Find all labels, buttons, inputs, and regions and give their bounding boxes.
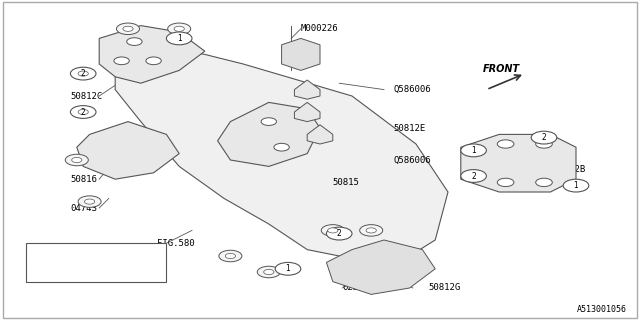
Circle shape [72, 157, 82, 163]
Text: 0238S*B: 0238S*B [62, 268, 100, 276]
Circle shape [127, 38, 142, 45]
Text: 2: 2 [471, 172, 476, 180]
Text: M060004: M060004 [62, 248, 100, 257]
Circle shape [366, 228, 376, 233]
Text: 2: 2 [37, 268, 42, 276]
Circle shape [321, 225, 344, 236]
Circle shape [70, 67, 96, 80]
Text: 2: 2 [337, 229, 342, 238]
Circle shape [536, 178, 552, 187]
Circle shape [360, 225, 383, 236]
Circle shape [123, 26, 133, 31]
Circle shape [116, 23, 140, 35]
Text: 2: 2 [81, 108, 86, 116]
Circle shape [264, 269, 274, 275]
Circle shape [84, 199, 95, 204]
Circle shape [563, 179, 589, 192]
Text: 1: 1 [37, 248, 42, 257]
Text: 50813D: 50813D [480, 165, 512, 174]
Text: 1: 1 [177, 34, 182, 43]
Text: M000226: M000226 [301, 24, 339, 33]
Circle shape [72, 68, 95, 79]
Circle shape [78, 109, 88, 115]
Text: 50812C: 50812C [70, 92, 102, 100]
Text: 0238S*A: 0238S*A [342, 284, 380, 292]
Circle shape [146, 57, 161, 65]
Circle shape [274, 143, 289, 151]
Polygon shape [99, 26, 205, 83]
Circle shape [28, 247, 51, 259]
Circle shape [219, 250, 242, 262]
Circle shape [326, 227, 352, 240]
Circle shape [261, 118, 276, 125]
Text: 1: 1 [285, 264, 291, 273]
Circle shape [72, 106, 95, 118]
Circle shape [497, 178, 514, 187]
Circle shape [70, 106, 96, 118]
Text: FRONT: FRONT [483, 64, 520, 74]
Text: 2: 2 [81, 69, 86, 78]
Text: 50812E: 50812E [394, 124, 426, 132]
Circle shape [166, 32, 192, 45]
Text: 50812B: 50812B [554, 165, 586, 174]
Text: A513001056: A513001056 [577, 305, 627, 314]
Text: Q586006: Q586006 [394, 156, 431, 164]
Text: 50812G: 50812G [429, 284, 461, 292]
Text: 1: 1 [471, 146, 476, 155]
Text: 0474S: 0474S [70, 204, 97, 212]
Polygon shape [77, 122, 179, 179]
Text: 2: 2 [541, 133, 547, 142]
Text: Q586006: Q586006 [394, 85, 431, 94]
Circle shape [531, 131, 557, 144]
Circle shape [78, 196, 101, 207]
Text: FIG.580: FIG.580 [157, 239, 195, 248]
Text: 50815: 50815 [333, 178, 360, 187]
Circle shape [225, 253, 236, 259]
Circle shape [114, 57, 129, 65]
Polygon shape [282, 38, 320, 70]
Polygon shape [307, 125, 333, 144]
Circle shape [328, 228, 338, 233]
Polygon shape [294, 80, 320, 99]
Circle shape [497, 140, 514, 148]
Polygon shape [115, 48, 448, 262]
Circle shape [275, 262, 301, 275]
Polygon shape [326, 240, 435, 294]
Circle shape [174, 26, 184, 31]
Circle shape [65, 154, 88, 166]
Circle shape [536, 140, 552, 148]
Circle shape [78, 71, 88, 76]
FancyBboxPatch shape [26, 243, 166, 282]
Circle shape [28, 266, 51, 278]
Circle shape [168, 23, 191, 35]
Text: 1: 1 [573, 181, 579, 190]
Polygon shape [218, 102, 320, 166]
Polygon shape [294, 102, 320, 122]
Circle shape [461, 170, 486, 182]
Polygon shape [461, 134, 576, 192]
Circle shape [257, 266, 280, 278]
Text: 50816: 50816 [70, 175, 97, 184]
Circle shape [461, 144, 486, 157]
